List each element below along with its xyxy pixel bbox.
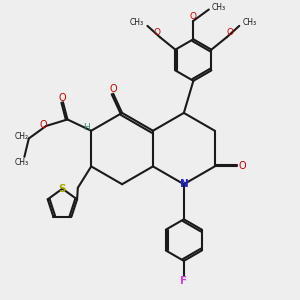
- Text: CH₃: CH₃: [130, 18, 144, 27]
- Text: O: O: [238, 161, 246, 171]
- Text: O: O: [40, 119, 47, 130]
- Text: F: F: [180, 276, 188, 286]
- Text: O: O: [153, 28, 161, 38]
- Text: CH₃: CH₃: [15, 158, 29, 167]
- Text: O: O: [190, 12, 197, 21]
- Text: N: N: [180, 179, 189, 189]
- Text: CH₂: CH₂: [14, 133, 28, 142]
- Text: O: O: [110, 84, 117, 94]
- Text: CH₃: CH₃: [243, 18, 257, 27]
- Text: O: O: [226, 28, 233, 38]
- Text: O: O: [58, 93, 66, 103]
- Text: CH₃: CH₃: [212, 3, 226, 12]
- Text: H: H: [83, 123, 90, 132]
- Text: S: S: [58, 184, 66, 194]
